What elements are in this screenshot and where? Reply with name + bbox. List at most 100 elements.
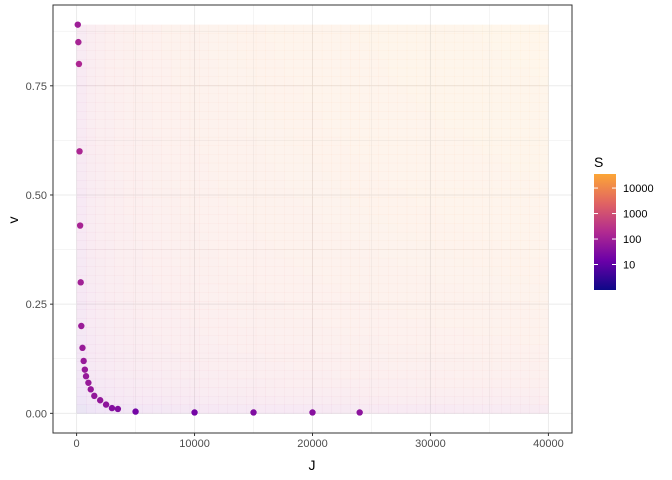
field-cell	[491, 361, 502, 371]
field-cell	[538, 214, 549, 224]
field-cell	[142, 292, 153, 302]
field-cell	[246, 67, 257, 77]
field-cell	[369, 249, 379, 259]
field-cell	[463, 188, 474, 198]
field-cell	[321, 162, 332, 172]
field-cell	[237, 249, 247, 259]
field-cell	[180, 85, 191, 95]
field-cell	[520, 318, 530, 328]
field-cell	[482, 33, 493, 43]
field-cell	[274, 67, 285, 77]
field-cell	[274, 301, 285, 310]
field-cell	[189, 292, 200, 302]
field-cell	[369, 128, 379, 138]
field-cell	[76, 240, 87, 250]
field-cell	[86, 59, 96, 69]
field-cell	[444, 154, 455, 164]
field-cell	[312, 102, 323, 112]
field-cell	[378, 292, 389, 302]
field-cell	[180, 59, 191, 69]
field-cell	[199, 223, 209, 233]
field-cell	[114, 283, 125, 293]
field-cell	[435, 50, 445, 60]
field-cell	[369, 102, 379, 112]
field-cell	[378, 214, 389, 224]
field-cell	[416, 206, 427, 215]
field-cell	[387, 145, 398, 155]
field-cell	[397, 41, 408, 51]
field-cell	[482, 41, 493, 51]
field-cell	[189, 67, 200, 77]
field-cell	[161, 404, 172, 414]
field-cell	[227, 76, 238, 86]
field-cell	[123, 214, 134, 224]
field-cell	[189, 85, 200, 95]
field-cell	[237, 266, 247, 276]
field-cell	[331, 257, 342, 267]
field-cell	[95, 231, 106, 241]
field-cell	[491, 309, 502, 319]
field-cell	[161, 335, 172, 345]
field-cell	[501, 326, 511, 336]
field-cell	[133, 33, 143, 43]
field-cell	[255, 326, 266, 336]
field-cell	[425, 223, 436, 233]
field-cell	[255, 361, 266, 371]
field-cell	[199, 128, 209, 138]
field-cell	[152, 404, 162, 414]
field-cell	[170, 136, 181, 146]
field-cell	[123, 361, 134, 371]
field-cell	[284, 231, 294, 241]
field-cell	[359, 128, 370, 138]
field-cell	[114, 162, 125, 172]
field-cell	[142, 154, 153, 164]
field-cell	[406, 93, 417, 103]
field-cell	[378, 240, 389, 250]
field-cell	[208, 76, 219, 86]
field-cell	[237, 93, 247, 103]
field-cell	[340, 309, 351, 319]
field-cell	[208, 240, 219, 250]
field-cell	[274, 102, 285, 112]
field-cell	[435, 171, 445, 181]
field-cell	[284, 361, 294, 371]
field-cell	[491, 283, 502, 293]
field-cell	[123, 197, 134, 207]
background-field	[76, 24, 549, 414]
field-cell	[397, 249, 408, 259]
field-cell	[199, 136, 209, 146]
field-cell	[189, 318, 200, 328]
field-cell	[237, 136, 247, 146]
field-cell	[369, 378, 379, 388]
field-cell	[293, 283, 304, 293]
field-cell	[501, 266, 511, 276]
field-cell	[95, 59, 106, 69]
field-cell	[133, 145, 143, 155]
field-cell	[180, 292, 191, 302]
field-cell	[321, 197, 332, 207]
field-cell	[454, 67, 464, 77]
field-cell	[170, 111, 181, 120]
field-cell	[312, 171, 323, 181]
field-cell	[123, 85, 134, 95]
field-cell	[76, 387, 87, 397]
field-cell	[237, 257, 247, 267]
field-cell	[76, 318, 87, 328]
field-cell	[425, 145, 436, 155]
field-cell	[284, 128, 294, 138]
field-cell	[189, 59, 200, 69]
field-cell	[444, 50, 455, 60]
field-cell	[359, 24, 370, 34]
field-cell	[444, 33, 455, 43]
field-cell	[340, 396, 351, 406]
field-cell	[152, 301, 162, 310]
field-cell	[369, 33, 379, 43]
field-cell	[472, 387, 483, 397]
field-cell	[246, 59, 257, 69]
field-cell	[86, 119, 96, 129]
field-cell	[425, 50, 436, 60]
field-cell	[369, 162, 379, 172]
field-cell	[170, 67, 181, 77]
field-cell	[123, 41, 134, 51]
field-cell	[265, 188, 276, 198]
